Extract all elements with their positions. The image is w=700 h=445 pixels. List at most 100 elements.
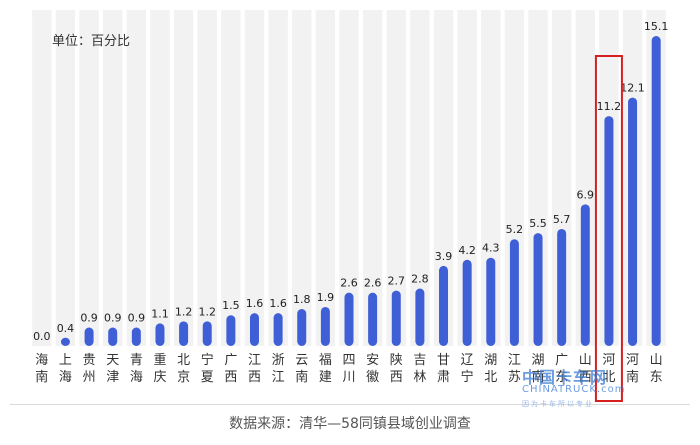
- highlight-rect: [594, 55, 623, 402]
- category-label: 湖: [532, 353, 545, 368]
- category-label: 西: [248, 370, 261, 385]
- category-label: 南: [295, 369, 308, 385]
- bar: [486, 257, 496, 346]
- category-label: 西: [224, 370, 237, 385]
- column-bg: [386, 10, 406, 346]
- column-bg: [221, 10, 241, 346]
- value-label: 1.8: [293, 293, 311, 306]
- category-label: 辽: [461, 353, 474, 368]
- column-bg: [292, 10, 312, 346]
- category-label: 庆: [153, 370, 166, 385]
- category-label: 宁: [461, 369, 474, 385]
- bar: [368, 292, 378, 346]
- category-label: 贵: [83, 353, 96, 368]
- value-label: 1.6: [246, 297, 264, 310]
- value-label: 2.8: [411, 273, 429, 286]
- category-label: 苏: [508, 369, 521, 385]
- column-bg: [315, 10, 336, 346]
- bar: [344, 292, 354, 346]
- watermark-logo-text: 中国卡车网: [522, 368, 608, 387]
- bar: [297, 309, 307, 346]
- category-label: 天: [106, 353, 119, 368]
- category-label: 北: [177, 353, 190, 368]
- column-bg: [79, 10, 99, 346]
- category-label: 福: [319, 353, 332, 368]
- column-bg: [504, 10, 525, 346]
- value-labels: 0.0 0.4 0.9 0.9 0.9 1.1 1.2 1.2 1.5 1.6 1.6 1.8 1.9 2…: [33, 20, 668, 343]
- value-label: 2.6: [364, 277, 382, 290]
- value-label: 2.6: [340, 277, 358, 290]
- bar: [155, 323, 165, 346]
- bar: [415, 288, 425, 346]
- bar: [439, 265, 449, 346]
- category-label: 海: [59, 370, 72, 385]
- column-bg: [55, 10, 76, 346]
- bar: [84, 327, 94, 346]
- bar: [628, 97, 638, 346]
- value-label: 1.2: [198, 305, 216, 318]
- value-label: 0.4: [57, 322, 75, 335]
- category-label: 浙: [272, 353, 285, 368]
- unit-label: 单位：百分比: [52, 34, 131, 49]
- divider: [10, 404, 690, 405]
- category-label: 建: [319, 370, 332, 385]
- bars: [60, 36, 661, 346]
- bar: [462, 259, 472, 346]
- category-label: 云: [295, 353, 308, 368]
- bar: [533, 233, 543, 346]
- category-label: 甘: [437, 353, 450, 368]
- value-label: 0.9: [104, 312, 122, 325]
- column-bg: [32, 10, 52, 346]
- value-label: 6.9: [577, 188, 595, 201]
- value-label: 5.2: [506, 223, 524, 236]
- value-label: 12.1: [620, 82, 645, 95]
- value-label: 3.9: [435, 250, 453, 263]
- value-label: 4.3: [482, 242, 500, 255]
- column-bg: [528, 10, 548, 346]
- column-bg: [362, 10, 383, 346]
- bar: [273, 313, 283, 346]
- value-label: 2.7: [388, 275, 406, 288]
- category-label: 海: [130, 370, 143, 385]
- category-label: 津: [106, 370, 119, 385]
- column-bg: [457, 10, 477, 346]
- category-label: 林: [413, 370, 426, 385]
- bar: [320, 306, 330, 346]
- category-label: 山: [650, 353, 663, 368]
- category-label: 川: [342, 370, 355, 385]
- value-label: 0.9: [80, 312, 98, 325]
- column-bg: [126, 10, 147, 346]
- category-label: 四: [342, 353, 355, 368]
- bar: [108, 327, 118, 346]
- bar: [179, 321, 189, 346]
- category-label: 南: [532, 369, 545, 385]
- category-label: 西: [390, 370, 403, 385]
- watermark-sub-text: 因为卡车所以专业: [522, 400, 594, 408]
- value-label: 1.2: [175, 305, 193, 318]
- column-bg: [481, 10, 501, 346]
- column-bg: [173, 10, 194, 346]
- highlight-box: [594, 55, 623, 402]
- bar: [249, 313, 259, 346]
- column-backgrounds: [32, 10, 666, 346]
- value-label: 11.2: [597, 100, 622, 113]
- column-bg: [433, 10, 454, 346]
- category-label: 江: [248, 353, 261, 368]
- bar: [604, 116, 614, 346]
- column-bg: [339, 10, 359, 346]
- category-label: 广: [555, 353, 568, 368]
- value-label: 5.5: [529, 217, 547, 230]
- category-label: 宁: [201, 352, 214, 368]
- category-label: 吉: [413, 353, 426, 368]
- category-label: 青: [130, 353, 143, 368]
- category-label: 东: [555, 370, 568, 385]
- value-label: 1.5: [222, 299, 240, 312]
- category-label: 江: [272, 370, 285, 385]
- category-label: 河: [602, 353, 615, 368]
- column-bg: [150, 10, 170, 346]
- category-label: 湖: [484, 353, 497, 368]
- bar: [580, 204, 590, 346]
- watermark-logo: 中国卡车网 CHINATRUCK.com 因为卡车所以专业: [522, 364, 662, 414]
- bar: [226, 315, 236, 346]
